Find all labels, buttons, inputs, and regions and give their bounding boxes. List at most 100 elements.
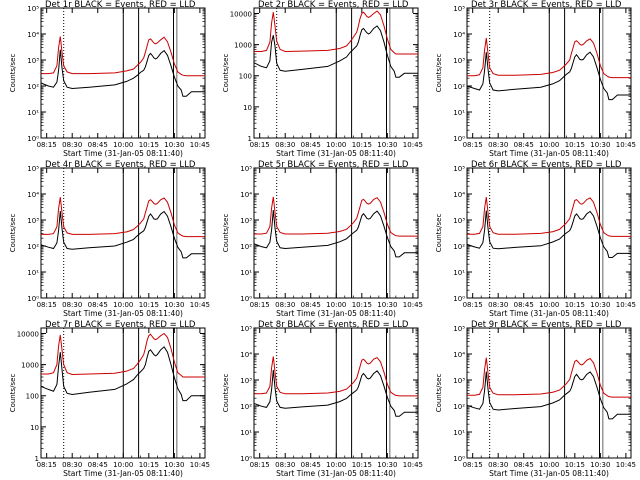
y-tick-label: 10³ bbox=[240, 217, 252, 225]
x-tick-label: 08:15 bbox=[463, 141, 483, 149]
x-tick-label: 10:30 bbox=[590, 301, 610, 309]
panel-2: Det 2r BLACK = Events, RED = LLD 1 10 100 10… bbox=[222, 0, 423, 158]
panel-title: Det 7r BLACK = Events, RED = LLD bbox=[45, 320, 196, 330]
panel-6: Det 6r BLACK = Events, RED = LLD 10⁰ 10¹ 10… bbox=[435, 160, 636, 318]
x-axis-label: Start Time (31-Jan-05 08:11:40) bbox=[63, 469, 183, 478]
x-tick-label: 10:45 bbox=[616, 141, 636, 149]
x-tick-label: 10:15 bbox=[565, 141, 585, 149]
y-tick-label: 10² bbox=[27, 83, 39, 91]
series-line-events bbox=[40, 49, 205, 97]
y-tick-label: 10¹ bbox=[27, 109, 39, 117]
series-line-events bbox=[40, 346, 205, 402]
x-tick-label: 10:15 bbox=[565, 301, 585, 309]
panel-3: Det 3r BLACK = Events, RED = LLD 10⁰ 10¹ 10… bbox=[435, 0, 636, 158]
panel-title: Det 6r BLACK = Events, RED = LLD bbox=[471, 160, 622, 170]
y-tick-label: 10⁵ bbox=[240, 325, 252, 333]
x-tick-label: 10:45 bbox=[616, 461, 636, 469]
y-tick-label: 10³ bbox=[453, 57, 465, 65]
y-tick-label: 10⁴ bbox=[453, 31, 465, 39]
x-tick-label: 08:15 bbox=[463, 301, 483, 309]
y-tick-label: 10⁵ bbox=[453, 325, 465, 333]
x-axis-label: Start Time (31-Jan-05 08:11:40) bbox=[276, 309, 396, 318]
x-tick-label: 08:15 bbox=[37, 301, 57, 309]
panel-9: Det 9r BLACK = Events, RED = LLD 10⁰ 10¹ 10… bbox=[435, 320, 636, 478]
y-tick-label: 10⁵ bbox=[27, 5, 39, 13]
y-tick-label: 10⁵ bbox=[27, 165, 39, 173]
x-tick-label: 08:30 bbox=[275, 141, 295, 149]
x-tick-label: 10:30 bbox=[590, 461, 610, 469]
y-tick-label: 10⁴ bbox=[453, 191, 465, 199]
x-axis-label: Start Time (31-Jan-05 08:11:40) bbox=[63, 309, 183, 318]
x-axis-label: Start Time (31-Jan-05 08:11:40) bbox=[276, 149, 396, 158]
series-line-events bbox=[466, 210, 631, 258]
x-tick-label: 08:45 bbox=[514, 301, 534, 309]
x-tick-label: 10:45 bbox=[616, 301, 636, 309]
y-axis-label: Counts/sec bbox=[9, 374, 17, 413]
x-tick-label: 10:30 bbox=[377, 301, 397, 309]
y-axis-label: Counts/sec bbox=[435, 374, 443, 413]
y-tick-label: 10¹ bbox=[240, 269, 252, 277]
x-tick-label: 08:45 bbox=[88, 301, 108, 309]
series-line-lld bbox=[254, 10, 418, 55]
x-tick-label: 08:45 bbox=[301, 461, 321, 469]
panel-8: Det 8r BLACK = Events, RED = LLD 10⁰ 10¹ 10… bbox=[222, 320, 423, 478]
y-tick-label: 10² bbox=[27, 243, 39, 251]
y-axis-label: Counts/sec bbox=[435, 214, 443, 253]
y-tick-label: 10⁰ bbox=[453, 135, 465, 143]
y-tick-label: 10⁴ bbox=[240, 191, 252, 199]
y-tick-label: 10⁰ bbox=[27, 135, 39, 143]
x-tick-label: 10:00 bbox=[113, 301, 133, 309]
series-line-events bbox=[466, 371, 631, 420]
panel-7: Det 7r BLACK = Events, RED = LLD 1 10 100 10… bbox=[9, 320, 210, 478]
y-tick-label: 10 bbox=[243, 104, 252, 112]
y-tick-label: 10³ bbox=[453, 377, 465, 385]
x-tick-label: 08:15 bbox=[250, 461, 270, 469]
x-tick-label: 10:15 bbox=[352, 141, 372, 149]
x-tick-label: 10:00 bbox=[113, 141, 133, 149]
x-tick-label: 08:15 bbox=[463, 461, 483, 469]
x-tick-label: 08:15 bbox=[37, 461, 57, 469]
x-tick-label: 10:15 bbox=[565, 461, 585, 469]
series-line-events bbox=[253, 210, 418, 258]
y-axis-label: Counts/sec bbox=[222, 374, 230, 413]
x-tick-label: 08:30 bbox=[488, 301, 508, 309]
x-tick-label: 10:30 bbox=[590, 141, 610, 149]
x-tick-label: 10:15 bbox=[139, 301, 159, 309]
x-tick-label: 10:00 bbox=[539, 461, 559, 469]
series-line-events bbox=[253, 25, 418, 78]
x-tick-label: 08:45 bbox=[301, 301, 321, 309]
panel-title: Det 2r BLACK = Events, RED = LLD bbox=[258, 0, 409, 10]
y-tick-label: 10¹ bbox=[453, 269, 465, 277]
x-tick-label: 10:45 bbox=[403, 141, 423, 149]
x-tick-label: 10:30 bbox=[377, 461, 397, 469]
series-line-lld bbox=[467, 197, 631, 237]
y-tick-label: 1 bbox=[35, 455, 39, 463]
y-tick-label: 10² bbox=[453, 403, 465, 411]
y-tick-label: 10⁴ bbox=[27, 191, 39, 199]
x-tick-label: 10:15 bbox=[139, 461, 159, 469]
x-tick-label: 10:00 bbox=[326, 461, 346, 469]
x-tick-label: 10:45 bbox=[190, 301, 210, 309]
panel-title: Det 8r BLACK = Events, RED = LLD bbox=[258, 320, 409, 330]
x-tick-label: 10:45 bbox=[403, 301, 423, 309]
x-tick-label: 08:30 bbox=[275, 301, 295, 309]
x-tick-label: 10:30 bbox=[377, 141, 397, 149]
y-tick-label: 10⁴ bbox=[27, 31, 39, 39]
panel-title: Det 9r BLACK = Events, RED = LLD bbox=[471, 320, 622, 330]
x-tick-label: 10:15 bbox=[352, 461, 372, 469]
y-tick-label: 10³ bbox=[27, 57, 39, 65]
y-tick-label: 10⁰ bbox=[453, 455, 465, 463]
y-tick-label: 10⁰ bbox=[240, 455, 252, 463]
y-tick-label: 1000 bbox=[21, 362, 39, 370]
y-tick-label: 1000 bbox=[234, 42, 252, 50]
x-tick-label: 10:45 bbox=[190, 141, 210, 149]
x-tick-label: 10:15 bbox=[352, 301, 372, 309]
x-tick-label: 10:00 bbox=[539, 141, 559, 149]
y-axis-label: Counts/sec bbox=[435, 54, 443, 93]
series-line-lld bbox=[467, 37, 631, 79]
x-tick-label: 10:00 bbox=[539, 301, 559, 309]
y-tick-label: 10³ bbox=[240, 377, 252, 385]
y-tick-label: 100 bbox=[239, 73, 252, 81]
y-axis-label: Counts/sec bbox=[222, 214, 230, 253]
x-tick-label: 10:30 bbox=[164, 141, 184, 149]
